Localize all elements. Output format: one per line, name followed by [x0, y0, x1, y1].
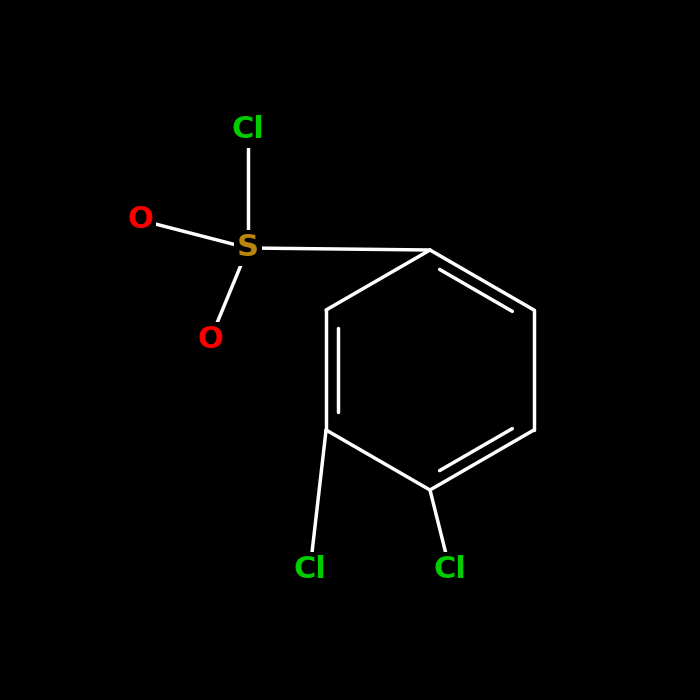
Text: O: O — [127, 206, 153, 234]
Text: Cl: Cl — [433, 556, 466, 584]
Text: O: O — [197, 326, 223, 354]
Text: S: S — [237, 234, 259, 262]
Text: Cl: Cl — [293, 556, 326, 584]
Text: Cl: Cl — [232, 116, 265, 144]
